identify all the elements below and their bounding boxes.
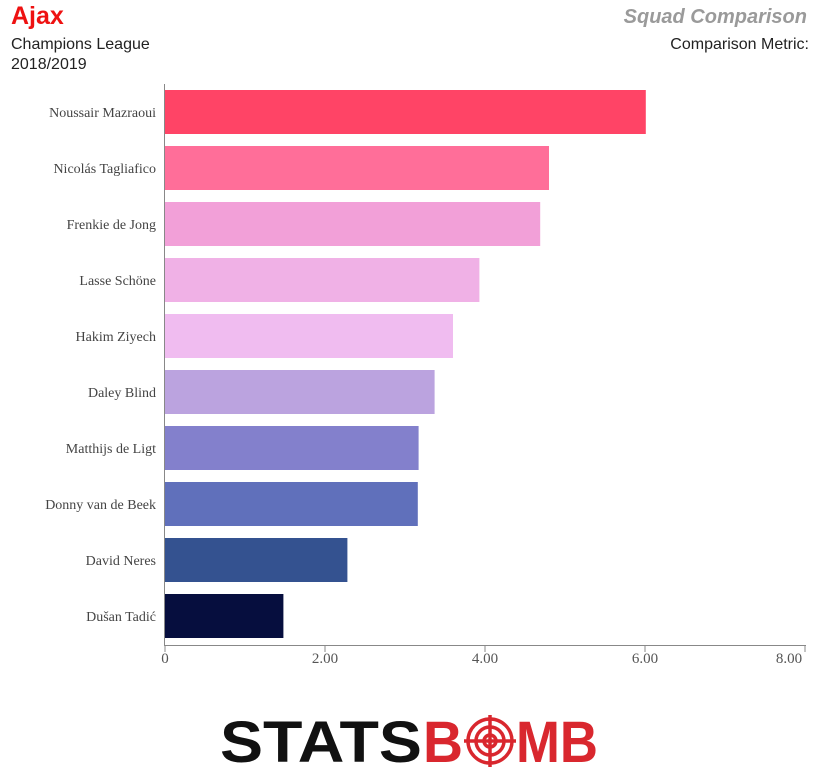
bar-3 xyxy=(165,258,480,302)
bar-2 xyxy=(165,202,541,246)
target-icon xyxy=(464,715,516,767)
axes xyxy=(164,84,806,646)
report-title: Squad Comparison xyxy=(623,6,807,28)
bars-layer xyxy=(165,90,646,638)
statsbomb-logo: STATS B MB xyxy=(220,710,598,772)
bar-1 xyxy=(165,146,549,190)
x-tick-label-2: 4.00 xyxy=(472,651,498,667)
x-tick-label-1: 2.00 xyxy=(312,651,338,667)
bar-8 xyxy=(165,538,348,582)
bar-6 xyxy=(165,426,419,470)
competition-label: Champions League xyxy=(11,36,150,53)
category-label-3: Lasse Schöne xyxy=(79,274,156,289)
x-tick-label-4: 8.00 xyxy=(776,651,802,667)
bar-4 xyxy=(165,314,453,358)
logo-text-mb: MB xyxy=(516,710,598,772)
category-label-1: Nicolás Tagliafico xyxy=(53,162,156,177)
category-label-0: Noussair Mazraoui xyxy=(49,106,156,121)
bar-0 xyxy=(165,90,646,134)
category-label-6: Matthijs de Ligt xyxy=(66,442,156,457)
season-label: 2018/2019 xyxy=(11,56,87,73)
category-label-7: Donny van de Beek xyxy=(45,498,156,513)
comparison-metric-label: Comparison Metric: xyxy=(670,36,809,53)
category-label-8: David Neres xyxy=(86,554,156,569)
x-tick-label-0: 0 xyxy=(161,651,169,667)
category-label-5: Daley Blind xyxy=(88,386,156,401)
bar-9 xyxy=(165,594,284,638)
category-label-4: Hakim Ziyech xyxy=(76,330,156,345)
team-name: Ajax xyxy=(11,2,64,30)
category-label-2: Frenkie de Jong xyxy=(67,218,156,233)
bar-7 xyxy=(165,482,418,526)
x-axis-ticks: 0 2.00 4.00 6.00 8.00 xyxy=(161,646,806,667)
bar-chart: Noussair Mazraoui Nicolás Tagliafico Frenk… xyxy=(45,84,806,667)
logo-text-stats: STATS xyxy=(220,710,422,772)
bar-5 xyxy=(165,370,435,414)
logo-text-b: B xyxy=(423,710,463,772)
x-tick-label-3: 6.00 xyxy=(632,651,658,667)
category-label-9: Dušan Tadić xyxy=(86,610,156,625)
category-labels: Noussair Mazraoui Nicolás Tagliafico Frenk… xyxy=(45,106,156,625)
